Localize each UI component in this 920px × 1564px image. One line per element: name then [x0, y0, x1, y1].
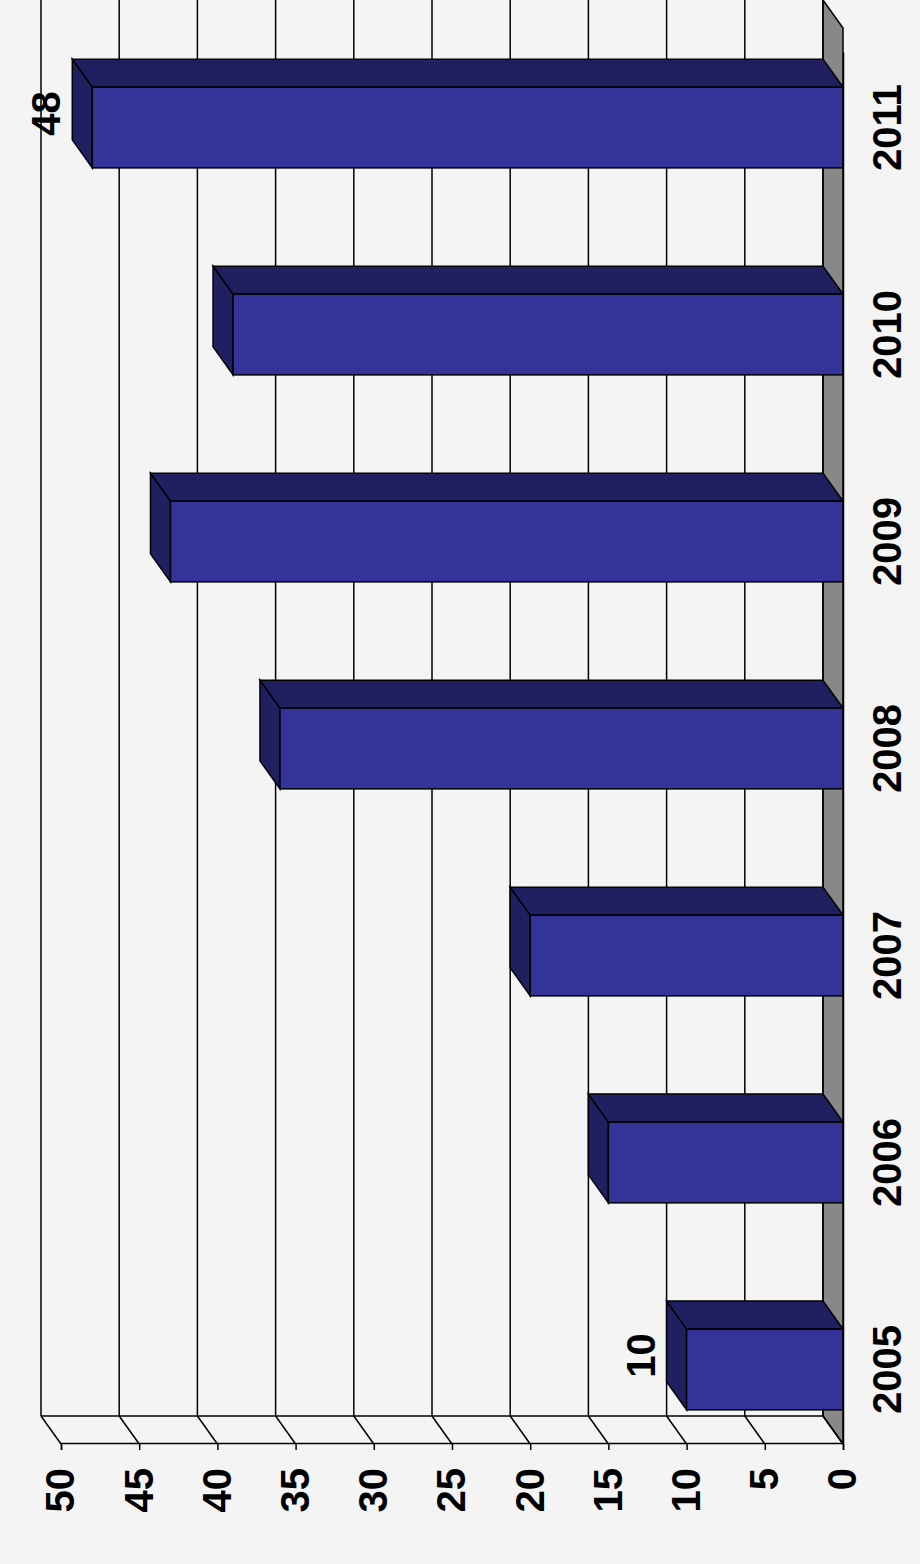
data-label: 48 [24, 91, 68, 136]
bar [92, 87, 843, 168]
bar-side [510, 887, 843, 915]
background [0, 0, 920, 1564]
tick-mark [139, 1444, 141, 1450]
tick-label: 30 [351, 1468, 395, 1513]
tick: 2011 [843, 84, 909, 171]
tick-label: 2007 [865, 911, 909, 1000]
tick: 2010 [843, 290, 909, 379]
grid-connector [197, 1416, 217, 1444]
tick-mark [452, 1444, 454, 1450]
tick: 2005 [843, 1325, 909, 1414]
tick-label: 2010 [865, 290, 909, 379]
tick-label: 20 [508, 1468, 552, 1513]
bar [280, 708, 843, 789]
tick: 0 [820, 1444, 864, 1490]
grid-line [197, 0, 199, 1416]
back-wall-edge [41, 1415, 823, 1417]
tick: 2007 [843, 911, 909, 1000]
tick-label: 0 [820, 1468, 864, 1490]
grid-connector [432, 1416, 452, 1444]
bar-side [667, 1301, 843, 1329]
grid-connector [276, 1416, 296, 1444]
tick-label: 40 [195, 1468, 239, 1513]
tick-mark [374, 1444, 376, 1450]
grid-connector [354, 1416, 374, 1444]
bar-side [72, 59, 843, 87]
bar [233, 294, 843, 375]
tick-mark [530, 1444, 532, 1450]
grid-connector [41, 1416, 61, 1444]
tick-mark [843, 1444, 845, 1450]
tick: 40 [195, 1444, 239, 1513]
tick: 45 [117, 1444, 161, 1513]
tick-mark [61, 1444, 63, 1450]
tick: 25 [429, 1444, 473, 1513]
tick-label: 50 [38, 1468, 82, 1513]
grid-line [118, 0, 120, 1416]
bar [530, 915, 843, 996]
tick: 50 [38, 1444, 82, 1513]
tick: 5 [742, 1444, 786, 1490]
bar-side [260, 680, 843, 708]
annotations: 10 48 [24, 91, 662, 1377]
grid [41, 0, 843, 1444]
tick-mark [608, 1444, 610, 1450]
tick-label: 2011 [865, 84, 909, 171]
bar [687, 1329, 843, 1410]
bar-side [588, 1094, 843, 1122]
bars [72, 59, 843, 1410]
tick: 30 [351, 1444, 395, 1513]
grid-connector [510, 1416, 530, 1444]
chart: 0 5 10 15 20 25 30 35 40 45 50 2005 2006 2007 2008 2009… [0, 0, 920, 1564]
tick: 35 [273, 1444, 317, 1513]
grid-connector [745, 1416, 765, 1444]
tick: 15 [586, 1444, 630, 1513]
tick: 10 [664, 1444, 708, 1513]
bar-side [150, 473, 843, 501]
grid-connector [823, 1416, 843, 1444]
axis-line [62, 1444, 844, 1451]
grid-connector [119, 1416, 139, 1444]
tick-label: 10 [664, 1468, 708, 1513]
tick-mark [217, 1444, 219, 1450]
bar [170, 501, 843, 582]
tick-label: 25 [429, 1468, 473, 1513]
tick-label: 15 [586, 1468, 630, 1513]
tick-label: 5 [742, 1468, 786, 1490]
tick-mark [686, 1444, 688, 1450]
bar-side [213, 266, 843, 294]
plot-root: 0 5 10 15 20 25 30 35 40 45 50 2005 2006 2007 2008 2009… [24, 0, 909, 1513]
grid-connector [667, 1416, 687, 1444]
grid-line [40, 0, 42, 1416]
y-axis: 0 5 10 15 20 25 30 35 40 45 50 [38, 1444, 864, 1513]
tick: 20 [508, 1444, 552, 1513]
tick-mark [295, 1444, 297, 1450]
tick: 2009 [843, 497, 909, 586]
tick-label: 2006 [865, 1118, 909, 1207]
tick-label: 45 [117, 1468, 161, 1513]
bar [608, 1122, 843, 1203]
tick-mark [765, 1444, 767, 1450]
tick-label: 2009 [865, 497, 909, 586]
tick-label: 35 [273, 1468, 317, 1513]
axis-line [843, 53, 845, 1444]
grid-connector [588, 1416, 608, 1444]
x-axis: 2005 2006 2007 2008 2009 2010 2011 [843, 53, 909, 1444]
tick-label: 2005 [865, 1325, 909, 1414]
tick: 2008 [843, 704, 909, 793]
tick-label: 2008 [865, 704, 909, 793]
tick: 2006 [843, 1118, 909, 1207]
data-label: 10 [619, 1333, 663, 1378]
